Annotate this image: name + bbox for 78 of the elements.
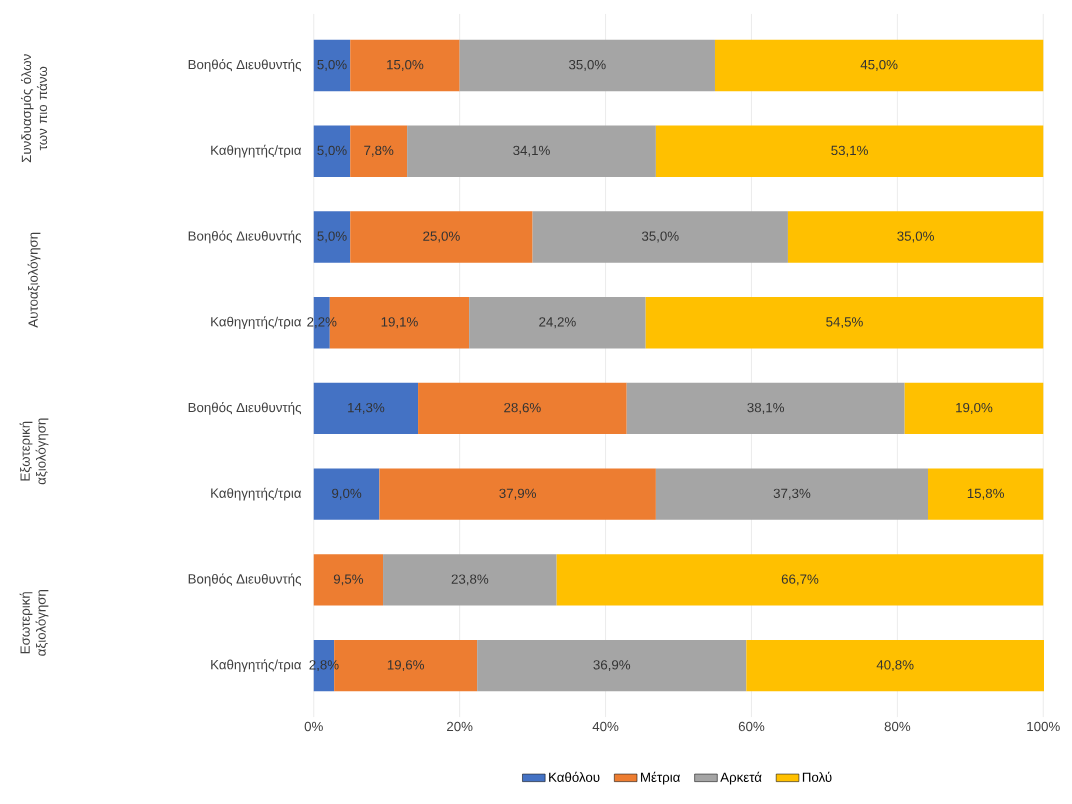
legend-label: Καθόλου bbox=[549, 771, 600, 782]
bar bbox=[407, 125, 656, 177]
bar bbox=[313, 382, 419, 435]
y-tick-label: Βοηθός Διευθυντής bbox=[188, 573, 302, 587]
bar bbox=[904, 382, 1044, 435]
text: Εσωτερική αξιολόγηση bbox=[19, 590, 49, 656]
bar bbox=[350, 211, 533, 263]
bar bbox=[313, 211, 351, 263]
data-label: 5,0% bbox=[317, 59, 347, 71]
x-tick-label: 100% bbox=[1027, 721, 1060, 732]
bar bbox=[928, 468, 1044, 520]
data-label: 9,5% bbox=[333, 574, 364, 586]
data-label: 37,9% bbox=[499, 488, 537, 500]
data-label: 25,0% bbox=[423, 231, 460, 243]
bar bbox=[556, 554, 1044, 606]
data-label: 19,0% bbox=[956, 402, 993, 414]
bar bbox=[626, 382, 905, 435]
bar bbox=[313, 125, 351, 177]
x-tick-label: 40% bbox=[592, 721, 619, 732]
data-label: 45,0% bbox=[860, 59, 898, 71]
x-tick-label: 60% bbox=[738, 721, 765, 732]
data-label: 40,8% bbox=[876, 660, 914, 672]
legend-label: Αρκετά bbox=[720, 771, 762, 785]
data-label: 34,1% bbox=[513, 145, 550, 157]
bar bbox=[746, 639, 1044, 692]
y-tick-label: Καθηγητής/τρια bbox=[211, 487, 302, 501]
text: Αυτοαξιολόγηση bbox=[27, 232, 41, 328]
y-tick-label: Βοηθός Διευθυντής bbox=[188, 230, 302, 244]
data-label: 15,0% bbox=[387, 59, 424, 71]
bar bbox=[655, 468, 928, 520]
data-label: 15,8% bbox=[967, 488, 1005, 500]
data-label: 14,3% bbox=[348, 402, 385, 414]
bar bbox=[313, 468, 380, 520]
bar bbox=[787, 211, 1044, 263]
y-tick-label: Καθηγητής/τρια bbox=[211, 144, 302, 158]
data-label: 9,0% bbox=[332, 488, 362, 500]
y-tick-label: Βοηθός Διευθυντής bbox=[188, 59, 302, 72]
bar bbox=[469, 296, 646, 349]
data-label: 35,0% bbox=[641, 231, 679, 243]
data-label: 35,0% bbox=[897, 231, 934, 243]
bar bbox=[655, 125, 1044, 177]
data-label: 28,6% bbox=[504, 402, 541, 414]
data-label: 7,8% bbox=[364, 145, 394, 157]
bar bbox=[313, 554, 384, 606]
bar bbox=[313, 39, 351, 92]
data-label: 53,1% bbox=[831, 145, 868, 157]
x-tick-label: 80% bbox=[884, 721, 911, 732]
data-label: 23,8% bbox=[451, 574, 489, 586]
x-tick-label: 20% bbox=[447, 721, 473, 732]
legend-label: Μέτρια bbox=[641, 771, 680, 785]
bar bbox=[477, 639, 747, 692]
bar bbox=[383, 554, 557, 606]
bar bbox=[379, 468, 656, 520]
bar bbox=[459, 39, 715, 92]
y-tick-label: Καθηγητής/τρια bbox=[211, 316, 302, 330]
data-label: 35,0% bbox=[568, 59, 606, 71]
y-tick-label: Βοηθός Διευθυντής bbox=[188, 402, 302, 415]
bar bbox=[350, 39, 460, 92]
data-label: 19,1% bbox=[381, 317, 418, 329]
bar bbox=[645, 296, 1044, 349]
data-label: 36,9% bbox=[593, 660, 631, 672]
data-label: 24,2% bbox=[539, 317, 576, 329]
data-label: 66,7% bbox=[781, 574, 819, 586]
bar bbox=[418, 382, 627, 435]
data-label: 38,1% bbox=[747, 402, 785, 414]
bar bbox=[532, 211, 788, 263]
data-label: 5,0% bbox=[317, 231, 347, 243]
legend-label: Πολύ bbox=[802, 771, 832, 782]
text: Εξωτερική αξιολόγηση bbox=[19, 418, 49, 485]
text: Συνδυασμός όλων των πιο πάνω bbox=[20, 54, 48, 163]
data-label: 54,5% bbox=[826, 317, 863, 329]
data-label: 37,3% bbox=[773, 488, 811, 500]
data-label: 19,6% bbox=[387, 660, 425, 672]
x-tick-label: 0% bbox=[304, 721, 323, 732]
data-label: 5,0% bbox=[317, 145, 347, 157]
bar bbox=[714, 39, 1044, 92]
bar bbox=[350, 125, 408, 177]
y-tick-label: Καθηγητής/τρια bbox=[211, 659, 302, 672]
